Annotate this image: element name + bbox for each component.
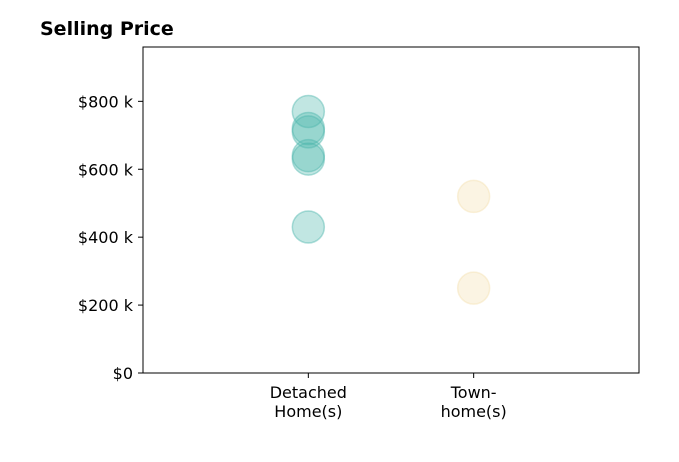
- plot-frame: [142, 46, 640, 374]
- x-tick-label: Town-home(s): [441, 383, 507, 421]
- data-point: [456, 271, 491, 305]
- data-point: [291, 138, 326, 173]
- y-tick-label: $400 k: [78, 228, 134, 247]
- data-point: [291, 111, 326, 146]
- data-point: [291, 94, 326, 129]
- y-tick-label: $800 k: [78, 92, 134, 111]
- data-point: [291, 210, 326, 244]
- x-tick-label: Detached Home(s): [270, 383, 347, 421]
- points-layer: [291, 94, 491, 305]
- data-point: [291, 142, 326, 176]
- y-tick-label: $600 k: [78, 160, 134, 179]
- y-tick-label: $200 k: [78, 296, 134, 315]
- y-tick-label: $0: [113, 364, 133, 383]
- axes-layer: $0 $200 k $400 k $600 k $800 k Detached Home(s…: [78, 46, 640, 421]
- data-point: [456, 179, 491, 214]
- data-point: [291, 115, 326, 149]
- chart-title: Selling Price: [40, 18, 174, 40]
